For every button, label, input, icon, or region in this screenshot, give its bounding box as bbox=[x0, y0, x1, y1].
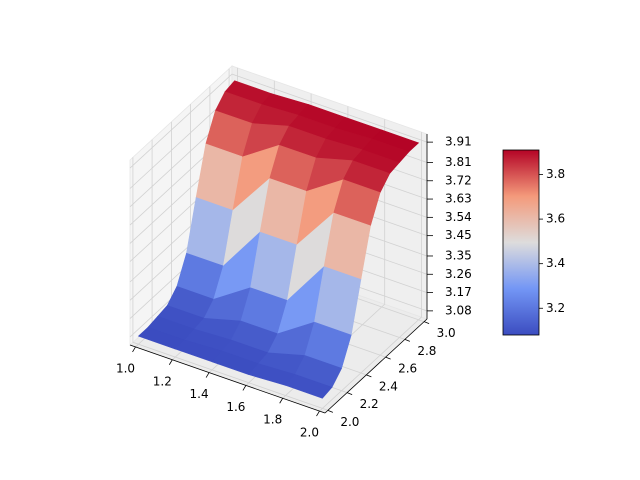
x-tick-label: 1.6 bbox=[226, 400, 245, 414]
x-tick-label: 1.8 bbox=[263, 413, 282, 427]
y-tick-label: 2.0 bbox=[340, 415, 359, 429]
x-tick bbox=[205, 372, 210, 378]
y-tick-label: 2.8 bbox=[417, 344, 436, 358]
z-tick-label: 3.81 bbox=[445, 155, 472, 169]
grid-line bbox=[132, 157, 329, 411]
grid-line bbox=[319, 132, 422, 412]
x-tick bbox=[132, 346, 136, 353]
colorbar-fill bbox=[502, 149, 540, 336]
z-tick-label: 3.91 bbox=[445, 135, 472, 149]
x-tick-label: 1.0 bbox=[116, 361, 135, 375]
x-tick-label: 2.0 bbox=[300, 426, 319, 440]
z-tick-label: 3.54 bbox=[445, 210, 472, 224]
x-tick bbox=[316, 410, 320, 417]
surface-patch bbox=[285, 374, 333, 399]
colorbar-tick-label: 3.6 bbox=[546, 212, 565, 226]
z-tick-label: 3.17 bbox=[445, 285, 472, 299]
colorbar-tick-label: 3.4 bbox=[546, 256, 565, 270]
z-tick-label: 3.72 bbox=[445, 173, 472, 187]
z-tick-label: 3.08 bbox=[445, 303, 472, 317]
y-tick-label: 2.2 bbox=[360, 397, 379, 411]
y-tick bbox=[385, 356, 391, 360]
y-tick bbox=[404, 339, 411, 342]
z-tick-label: 3.63 bbox=[445, 192, 472, 206]
z-tick-label: 3.45 bbox=[445, 228, 472, 242]
z-tick-label: 3.26 bbox=[445, 267, 472, 281]
y-tick bbox=[346, 392, 353, 395]
y-tick-label: 3.0 bbox=[437, 326, 456, 340]
colorbar: 3.2 3.4 3.6 3.8 bbox=[502, 149, 565, 336]
y-tick bbox=[366, 374, 372, 378]
y-tick-label: 2.6 bbox=[398, 362, 417, 376]
axes: 1.01.21.41.61.82.02.02.22.42.62.83.03.08… bbox=[116, 134, 472, 440]
x-tick bbox=[242, 385, 247, 391]
x-tick-label: 1.4 bbox=[190, 387, 209, 401]
colorbar-tick-label: 3.8 bbox=[546, 167, 565, 181]
colorbar-tick-label: 3.2 bbox=[546, 301, 565, 315]
x-axis bbox=[129, 344, 326, 414]
y-axis bbox=[324, 318, 428, 414]
x-tick bbox=[168, 359, 173, 365]
surface bbox=[137, 80, 420, 399]
grid-line bbox=[129, 73, 428, 169]
y-tick bbox=[327, 409, 334, 413]
y-tick bbox=[423, 321, 430, 325]
y-tick-label: 2.4 bbox=[379, 379, 398, 393]
x-tick bbox=[279, 398, 284, 404]
x-tick-label: 1.2 bbox=[153, 374, 172, 388]
z-tick-label: 3.35 bbox=[445, 248, 472, 262]
